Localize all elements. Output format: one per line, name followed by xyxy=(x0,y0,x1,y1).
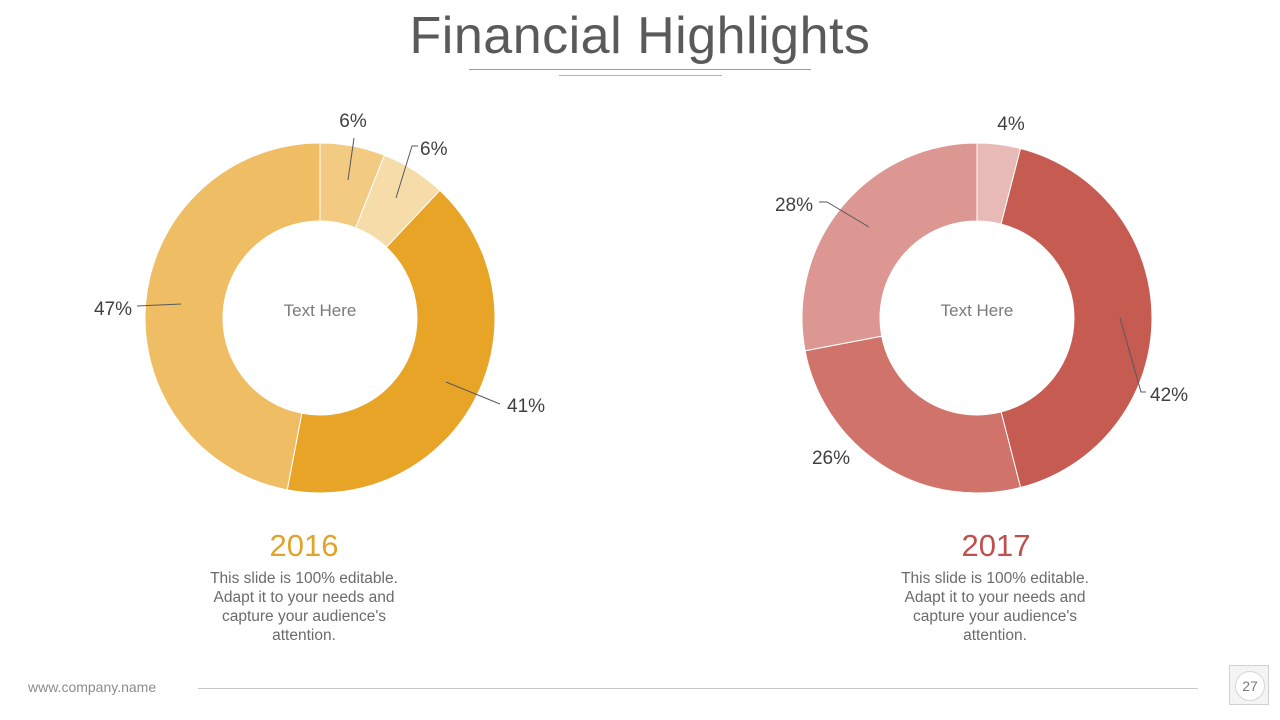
footer-url: www.company.name xyxy=(28,679,157,695)
leader-line xyxy=(445,381,501,405)
donut-slice xyxy=(804,335,1022,494)
data-label: 47% xyxy=(94,299,132,320)
center-label: Text Here xyxy=(941,301,1014,320)
description-line: attention. xyxy=(272,627,336,644)
description-line: Adapt it to your needs and xyxy=(904,589,1086,606)
data-label: 41% xyxy=(507,396,545,417)
description-line: attention. xyxy=(963,627,1027,644)
description-line: This slide is 100% editable. xyxy=(901,570,1089,587)
description-2016: This slide is 100% editable. Adapt it to… xyxy=(194,569,414,645)
center-label: Text Here xyxy=(284,301,357,320)
description-line: capture your audience's xyxy=(221,608,387,625)
donut-slice xyxy=(1000,147,1153,489)
description-2017: This slide is 100% editable. Adapt it to… xyxy=(885,569,1105,645)
leader-line xyxy=(136,303,182,307)
data-label: 4% xyxy=(997,114,1025,135)
page-title: Financial Highlights xyxy=(409,7,871,65)
data-label: 6% xyxy=(339,111,367,132)
page-number-box: 27 xyxy=(1229,665,1269,705)
donut-slice xyxy=(144,142,321,491)
data-label: 28% xyxy=(775,195,813,216)
page-number: 27 xyxy=(1235,671,1265,701)
title-underline-short xyxy=(559,75,722,76)
donut-slice xyxy=(286,189,496,494)
donut-slice xyxy=(801,142,978,352)
data-label: 26% xyxy=(812,448,850,469)
leader-line xyxy=(395,145,418,199)
leader-line xyxy=(1119,317,1146,393)
description-line: capture your audience's xyxy=(912,608,1078,625)
data-label: 6% xyxy=(420,139,448,160)
data-label: 42% xyxy=(1150,385,1188,406)
leader-line xyxy=(819,201,870,228)
year-heading-2017: 2017 xyxy=(961,528,1031,563)
description-line: This slide is 100% editable. xyxy=(210,570,398,587)
year-heading-2016: 2016 xyxy=(269,528,339,563)
leader-line xyxy=(347,137,355,181)
description-line: Adapt it to your needs and xyxy=(213,589,395,606)
footer-divider xyxy=(198,688,1198,689)
title-underline xyxy=(469,69,811,70)
